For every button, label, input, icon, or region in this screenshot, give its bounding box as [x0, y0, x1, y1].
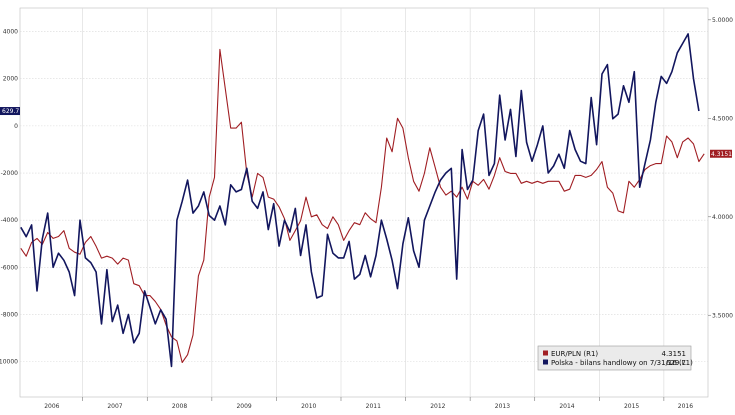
right-tick-label: 4.0000	[712, 214, 733, 221]
x-tick-label: 2011	[366, 403, 381, 410]
x-tick-label: 2007	[107, 403, 122, 410]
series-lines	[20, 33, 705, 368]
left-tick-label: -2000	[1, 170, 19, 177]
legend-label-trade-balance: Polska - bilans handlowy on 7/31/16 (L1)	[551, 359, 693, 367]
series-line-eurpln	[20, 48, 705, 364]
legend-value-eurpln: 4.3151	[662, 350, 687, 358]
plot-frame	[19, 7, 709, 398]
x-tick-label: 2006	[44, 403, 59, 410]
right-axis: 5.0000 4.5000 4.0000 3.5000	[708, 17, 733, 319]
x-tick-label: 2014	[559, 403, 574, 410]
left-tick-label: -10000	[0, 359, 18, 366]
right-tick-label: 3.5000	[712, 312, 733, 319]
left-axis-tag-label: 629.7	[2, 108, 19, 115]
x-tick-label: 2016	[678, 403, 693, 410]
x-tick-label: 2010	[301, 403, 316, 410]
left-tick-label: 2000	[3, 76, 18, 83]
left-axis-value-tag: 629.7	[0, 107, 20, 116]
left-tick-label: -8000	[1, 311, 19, 318]
x-tick-label: 2008	[172, 403, 187, 410]
x-axis: 2006 2007 2008 2009 2010 2011 2012 2013 2014 2015…	[44, 397, 693, 410]
series-line-trade-balance	[20, 33, 700, 368]
x-tick-label: 2012	[430, 403, 445, 410]
legend: EUR/PLN (R1) 4.3151 Polska - bilans hand…	[537, 345, 693, 371]
legend-swatch-trade-balance	[543, 359, 548, 365]
left-tick-label: 4000	[3, 29, 18, 36]
right-tick-label: 4.5000	[712, 115, 733, 122]
legend-value-trade-balance: 629.7	[666, 359, 686, 367]
left-axis: 4000 2000 0 -2000 -4000 -6000 -8000 -10000	[0, 29, 18, 366]
grid-lines	[19, 7, 709, 398]
x-tick-label: 2009	[236, 403, 251, 410]
x-tick-label: 2015	[624, 403, 639, 410]
right-axis-value-tag: 4.3151	[710, 149, 732, 158]
left-tick-label: -6000	[1, 264, 19, 271]
left-tick-label: 0	[14, 123, 18, 130]
left-tick-label: -4000	[1, 217, 19, 224]
right-tick-label: 5.0000	[712, 17, 733, 24]
legend-label-eurpln: EUR/PLN (R1)	[551, 350, 598, 358]
right-axis-tag-label: 4.3151	[711, 151, 732, 158]
x-tick-label: 2013	[495, 403, 510, 410]
legend-swatch-eurpln	[543, 350, 548, 356]
